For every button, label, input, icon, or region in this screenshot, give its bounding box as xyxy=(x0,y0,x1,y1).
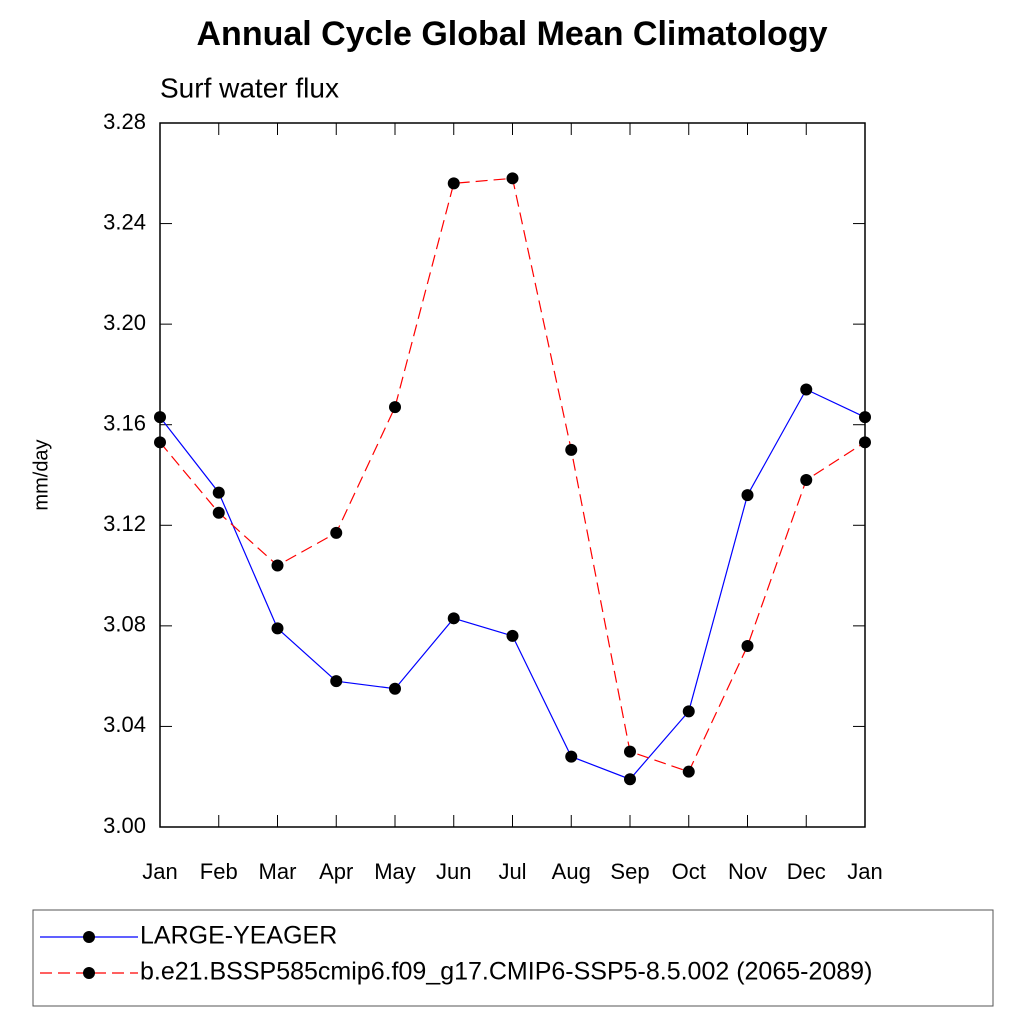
y-axis-label: mm/day xyxy=(30,439,52,510)
data-point xyxy=(212,506,225,519)
x-tick-label: Mar xyxy=(259,859,297,884)
legend-marker xyxy=(83,967,95,979)
y-tick-label: 3.24 xyxy=(103,209,146,234)
x-tick-label: Jul xyxy=(498,859,526,884)
y-tick-label: 3.00 xyxy=(103,813,146,838)
y-tick-label: 3.08 xyxy=(103,612,146,637)
data-point xyxy=(330,526,343,539)
data-point xyxy=(800,383,813,396)
x-tick-label: Jun xyxy=(436,859,471,884)
data-point xyxy=(859,411,871,424)
x-tick-label: Feb xyxy=(200,859,238,884)
y-tick-label: 3.12 xyxy=(103,511,146,536)
data-point xyxy=(447,612,460,625)
data-point xyxy=(330,675,343,688)
data-point xyxy=(389,682,401,695)
data-point xyxy=(447,177,460,190)
legend-label: LARGE-YEAGER xyxy=(140,922,337,950)
chart-subtitle: Surf water flux xyxy=(160,72,339,103)
x-tick-label: May xyxy=(374,859,416,884)
series-line xyxy=(159,388,866,780)
data-point xyxy=(271,559,284,572)
data-point xyxy=(154,411,166,424)
y-tick-label: 3.16 xyxy=(103,411,146,436)
data-point xyxy=(624,745,636,758)
x-tick-label: Sep xyxy=(610,859,649,884)
x-tick-label: Nov xyxy=(728,859,767,884)
legend-marker xyxy=(83,931,95,943)
y-tick-label: 3.28 xyxy=(103,109,146,134)
x-tick-label: Oct xyxy=(672,859,706,884)
y-tick-label: 3.04 xyxy=(103,712,146,737)
data-point xyxy=(859,436,871,449)
data-point xyxy=(741,639,754,652)
data-point xyxy=(506,629,519,642)
y-tick-label: 3.20 xyxy=(103,310,146,335)
data-point xyxy=(682,705,695,718)
x-tick-label: Dec xyxy=(787,859,826,884)
data-point xyxy=(565,750,578,763)
data-point xyxy=(624,773,636,786)
data-point xyxy=(800,474,813,487)
legend-label: b.e21.BSSP585cmip6.f09_g17.CMIP6-SSP5-8.… xyxy=(140,958,872,986)
data-point xyxy=(154,436,166,449)
x-tick-label: Apr xyxy=(319,859,353,884)
legend-box xyxy=(32,909,994,1007)
data-point xyxy=(389,401,401,414)
data-point xyxy=(565,443,578,456)
x-tick-label: Aug xyxy=(552,859,591,884)
x-tick-label: Jan xyxy=(847,859,882,884)
x-tick-label: Jan xyxy=(142,859,177,884)
data-point xyxy=(682,765,695,778)
chart-title: Annual Cycle Global Mean Climatology xyxy=(197,15,828,53)
data-point xyxy=(271,622,284,635)
data-point xyxy=(506,172,519,185)
data-point xyxy=(741,489,754,502)
data-point xyxy=(212,486,225,499)
